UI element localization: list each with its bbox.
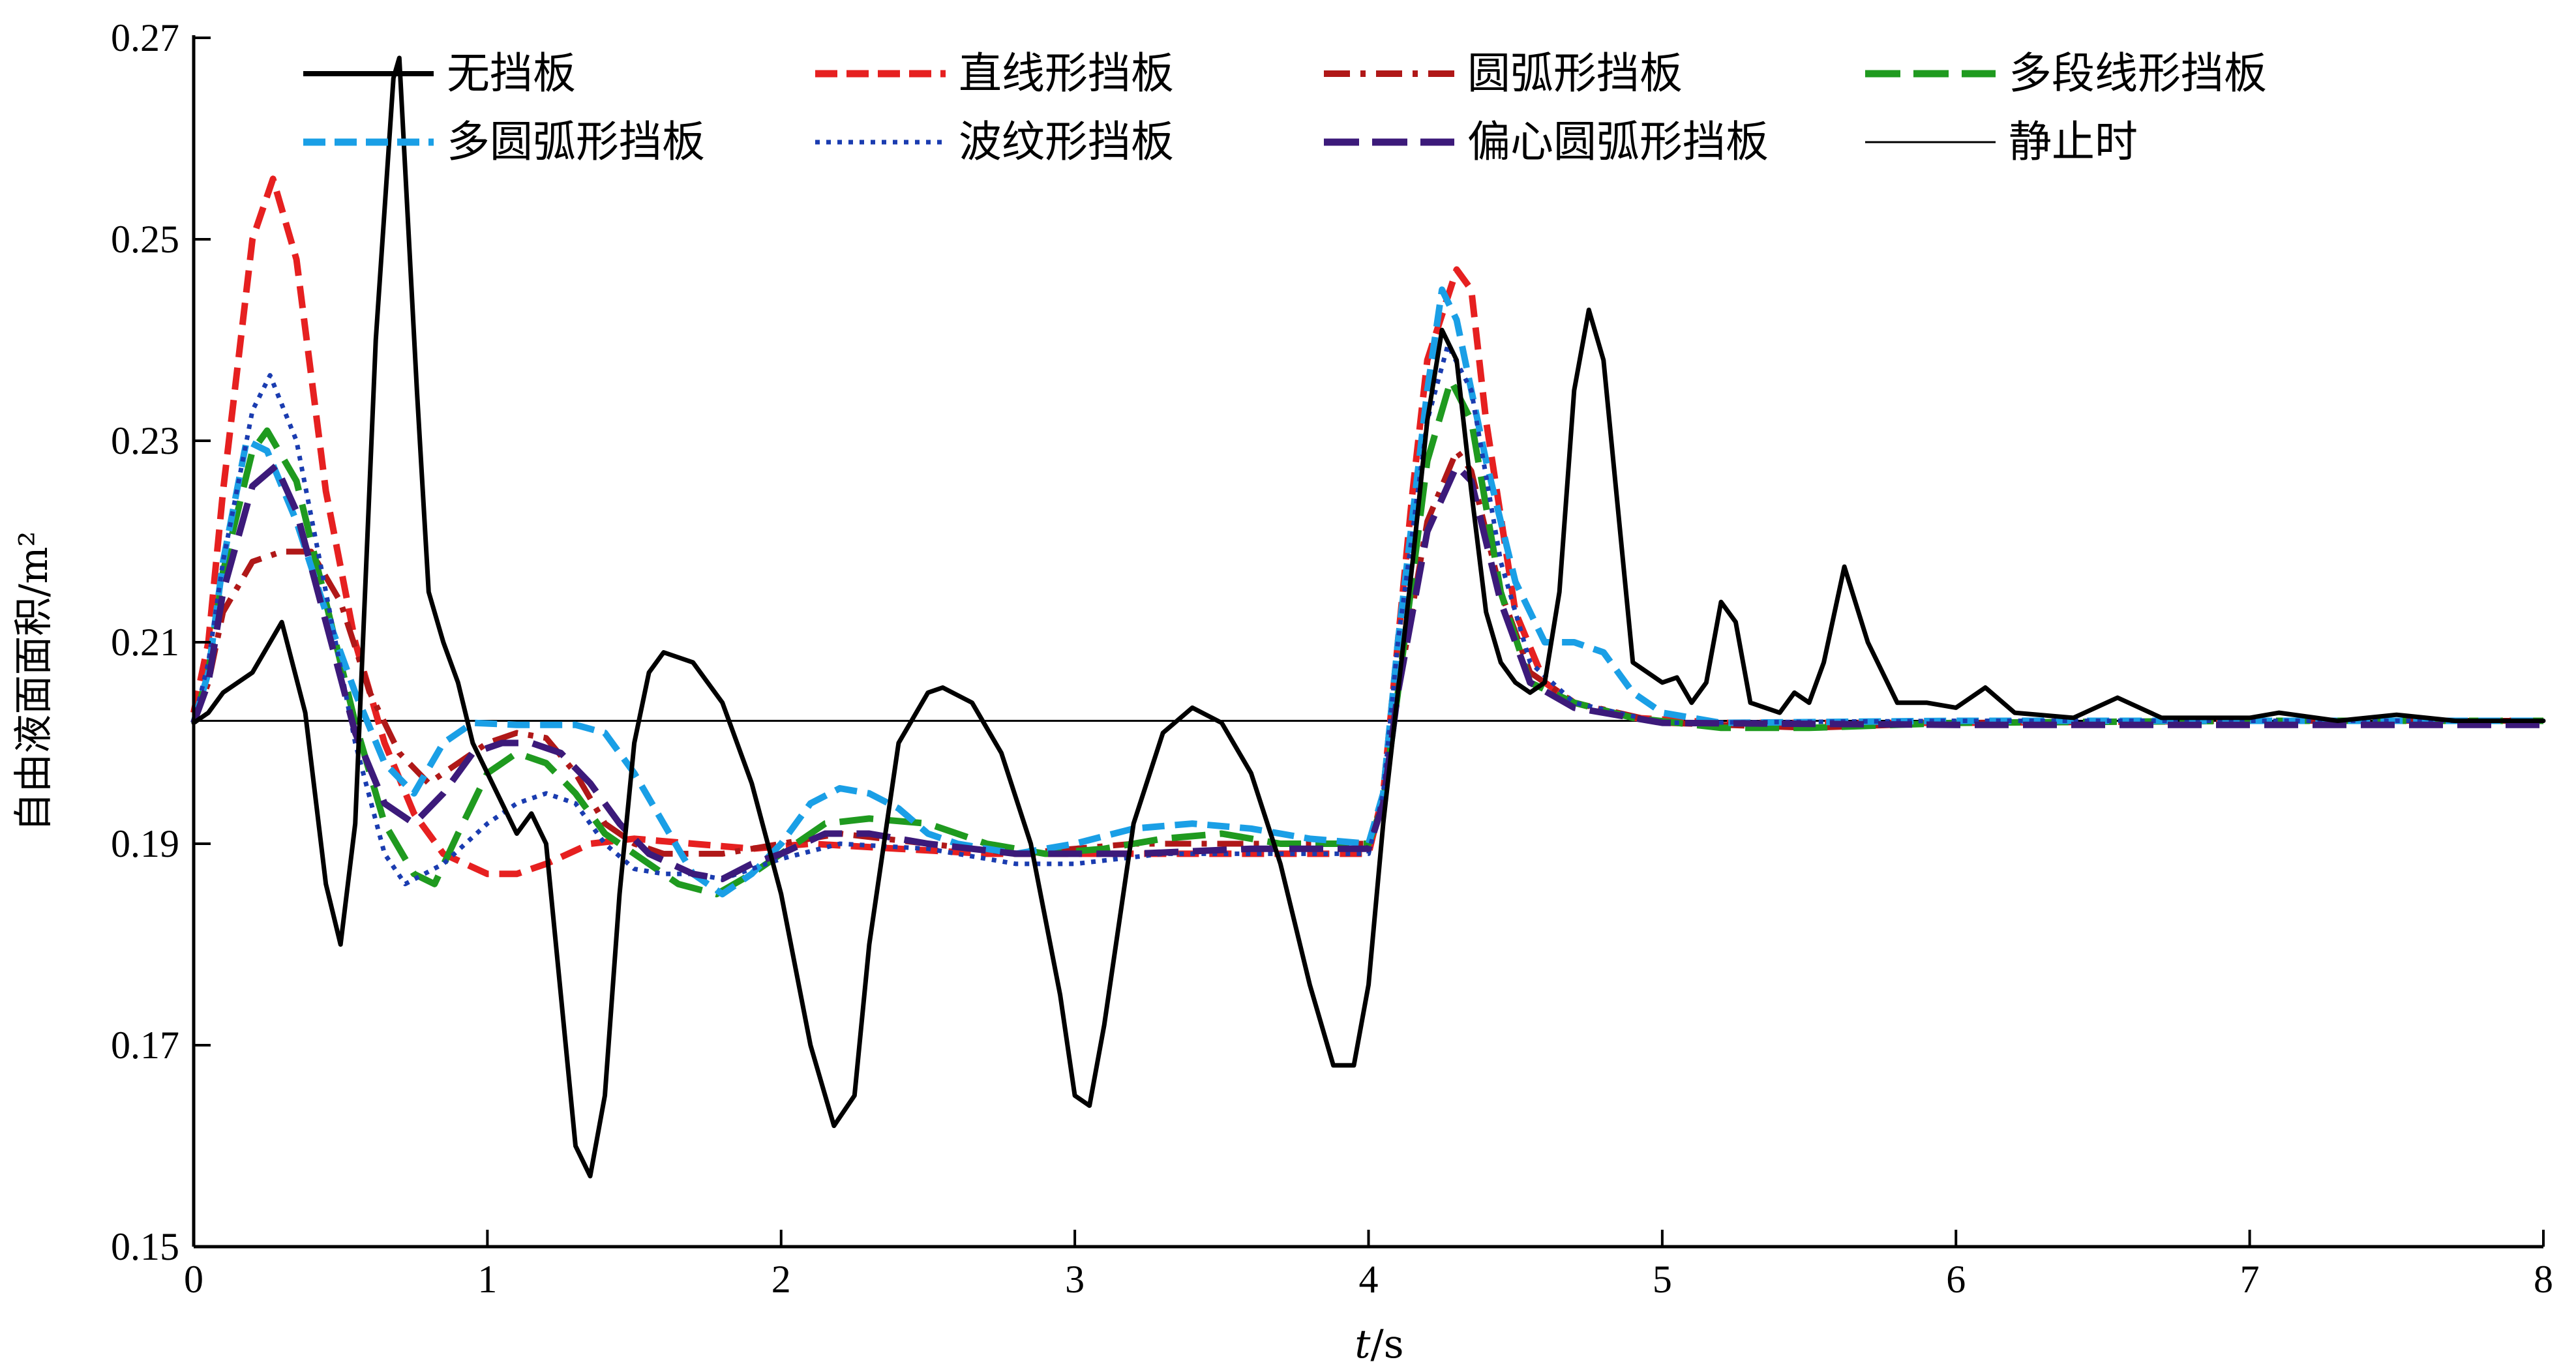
- legend-label-5: 波纹形挡板: [959, 117, 1174, 167]
- x-tick-label: 2: [771, 1258, 791, 1301]
- y-tick-label: 0.21: [111, 621, 179, 664]
- y-tick-label: 0.19: [111, 822, 179, 865]
- series-line-5: [191, 342, 2543, 887]
- y-tick-label: 0.15: [111, 1225, 179, 1268]
- y-tick-label: 0.23: [111, 419, 179, 462]
- y-axis-title: 自由液面面积/m²: [11, 531, 57, 831]
- x-tick-label: 8: [2534, 1258, 2553, 1301]
- series-line-3: [190, 377, 2543, 898]
- x-ticks: 0 1 2 3 4 5 6 7 8: [184, 1230, 2553, 1301]
- legend-label-0: 无挡板: [447, 48, 576, 98]
- series-line-2: [190, 448, 2543, 857]
- x-tick-label: 3: [1065, 1258, 1085, 1301]
- x-tick-label: 6: [1946, 1258, 1966, 1301]
- legend-label-2: 圆弧形挡板: [1467, 48, 1683, 98]
- series-line-4: [190, 286, 2543, 898]
- x-tick-label: 1: [477, 1258, 497, 1301]
- y-tick-label: 0.25: [111, 218, 179, 261]
- legend-label-3: 多段线形挡板: [2009, 48, 2267, 98]
- x-tick-label: 4: [1359, 1258, 1379, 1301]
- x-axis-title-variable: t: [1355, 1322, 1371, 1366]
- x-tick-label: 0: [184, 1258, 203, 1301]
- plot-lines: [190, 55, 2546, 1179]
- legend-label-1: 直线形挡板: [959, 48, 1174, 98]
- legend-label-6: 偏心圆弧形挡板: [1467, 117, 1769, 167]
- x-tick-label: 5: [1653, 1258, 1672, 1301]
- x-tick-label: 7: [2240, 1258, 2260, 1301]
- x-axis-title: t/s: [1355, 1322, 1403, 1366]
- series-line-6: [190, 462, 2543, 883]
- y-tick-label: 0.27: [111, 16, 179, 59]
- series-line-1: [190, 175, 2543, 878]
- y-tick-label: 0.17: [111, 1024, 179, 1067]
- x-axis-title-unit: /s: [1371, 1322, 1404, 1366]
- legend-label-4: 多圆弧形挡板: [447, 117, 705, 167]
- axes: 0 1 2 3 4 5 6 7 8 0.15 0.17 0.19 0.21 0.23 0.25 0.27: [111, 16, 2553, 1301]
- y-ticks: 0.15 0.17 0.19 0.21 0.23 0.25 0.27: [111, 16, 211, 1268]
- series-line-0: [191, 55, 2546, 1179]
- legend-label-7: 静止时: [2009, 117, 2138, 167]
